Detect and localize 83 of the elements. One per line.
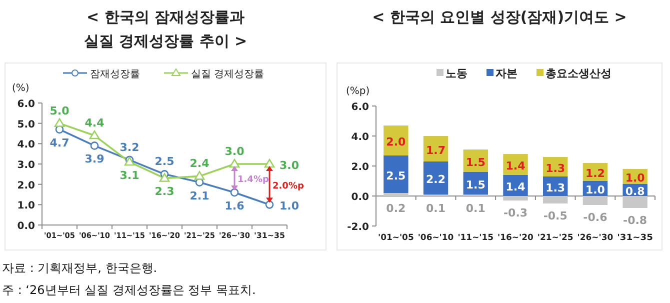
x-tick-label: '06~'10: [418, 232, 454, 242]
y-tick-label: 1.0: [17, 200, 36, 212]
y-tick-label: 2.0: [17, 180, 36, 192]
point: [89, 130, 100, 140]
bar: [384, 126, 408, 156]
legend-label: 총요소생산성: [546, 67, 612, 80]
point: [229, 158, 240, 168]
y-tick-label: 5.0: [17, 119, 36, 130]
y-tick-label: -2.0: [347, 222, 370, 233]
legend-label: 자본: [496, 67, 518, 80]
data-label: 3.0: [224, 145, 245, 158]
data-label: 5.0: [50, 104, 70, 118]
x-tick-label: '31~35: [617, 232, 654, 242]
y-axis-title: (%): [12, 83, 30, 94]
data-label: 1.7: [426, 144, 446, 157]
data-label: 1.4: [506, 180, 526, 194]
data-label: 1.5: [466, 178, 486, 192]
text: 자료 : 기획재정부, 한국은행.: [2, 261, 158, 275]
data-label: 2.5: [154, 155, 174, 168]
bar: [543, 196, 568, 204]
x-tick-label: '16~'20: [498, 232, 534, 242]
bar: [384, 156, 408, 193]
data-label: 0.8: [625, 185, 645, 198]
bar: [622, 196, 648, 208]
text: 주 : ‘26년부터 실질 경제성장률은 정부 목표치.: [2, 283, 256, 297]
data-label: -0.8: [623, 214, 648, 227]
data-label: -0.3: [503, 206, 528, 220]
bar: [582, 196, 608, 205]
data-label: 2.1: [190, 189, 210, 202]
legend-label: 실질 경제성장률: [191, 69, 264, 80]
data-label: 2.2: [426, 173, 446, 186]
y-axis-title: (%p): [346, 86, 370, 97]
data-label: 1.4: [506, 160, 526, 172]
chart-title: < 한국의 잠재성장률과 실질 경제성장률 추이 >: [84, 8, 248, 50]
point: [265, 200, 274, 209]
annotation: 1.4%p: [238, 175, 270, 186]
y-tick-label: 4.0: [351, 132, 370, 143]
point: [194, 171, 205, 180]
data-label: 0.1: [466, 202, 486, 215]
data-label: 1.0: [585, 184, 606, 196]
point: [54, 118, 65, 127]
data-label: 1.2: [585, 167, 605, 180]
data-label: 2.4: [190, 157, 210, 170]
data-label: -0.6: [583, 211, 608, 224]
y-tick-label: 6.0: [17, 99, 36, 110]
data-label: 1.3: [546, 162, 566, 175]
data-label: -0.5: [543, 210, 568, 222]
x-tick-label: '01~'05: [378, 232, 414, 242]
x-tick-label: '21~'25: [537, 232, 574, 242]
legend-label: 노동: [446, 67, 468, 80]
y-tick-label: 0.0: [351, 192, 370, 203]
data-label: 1.3: [546, 181, 566, 194]
y-tick-label: 2.0: [351, 162, 370, 173]
data-label: 3.0: [280, 159, 300, 172]
data-label: 3.2: [120, 140, 140, 154]
point: [230, 188, 239, 197]
data-label: 2.5: [386, 169, 406, 182]
point: [264, 158, 275, 168]
annotation: 2.0%p: [272, 181, 304, 192]
x-tick-label: '26~'30: [577, 232, 614, 242]
x-tick-label: '11~'15: [458, 232, 494, 242]
data-label: 2.0: [386, 136, 406, 148]
bar: [503, 196, 528, 200]
data-label: 2.3: [154, 185, 174, 198]
data-label: 4.7: [50, 136, 70, 150]
point: [90, 142, 99, 150]
y-tick-label: 0.0: [17, 221, 36, 232]
data-label: 0.1: [426, 202, 446, 215]
data-label: 1.0: [280, 200, 300, 213]
data-label: 1.0: [625, 172, 646, 184]
data-label: 0.2: [386, 202, 406, 215]
data-label: 1.6: [224, 199, 245, 212]
y-tick-label: 4.0: [17, 140, 36, 151]
y-tick-label: 3.0: [17, 160, 36, 171]
data-label: 3.9: [84, 152, 104, 166]
legend-label: 잠재성장률: [90, 69, 140, 80]
data-label: 3.1: [120, 168, 140, 182]
data-label: 1.5: [466, 156, 486, 169]
chart-title: < 한국의 요인별 성장(잠재)기여도 >: [372, 8, 627, 26]
y-tick-label: 6.0: [351, 102, 370, 113]
bar: [384, 193, 408, 196]
data-label: 4.4: [84, 116, 105, 130]
point: [159, 173, 170, 182]
